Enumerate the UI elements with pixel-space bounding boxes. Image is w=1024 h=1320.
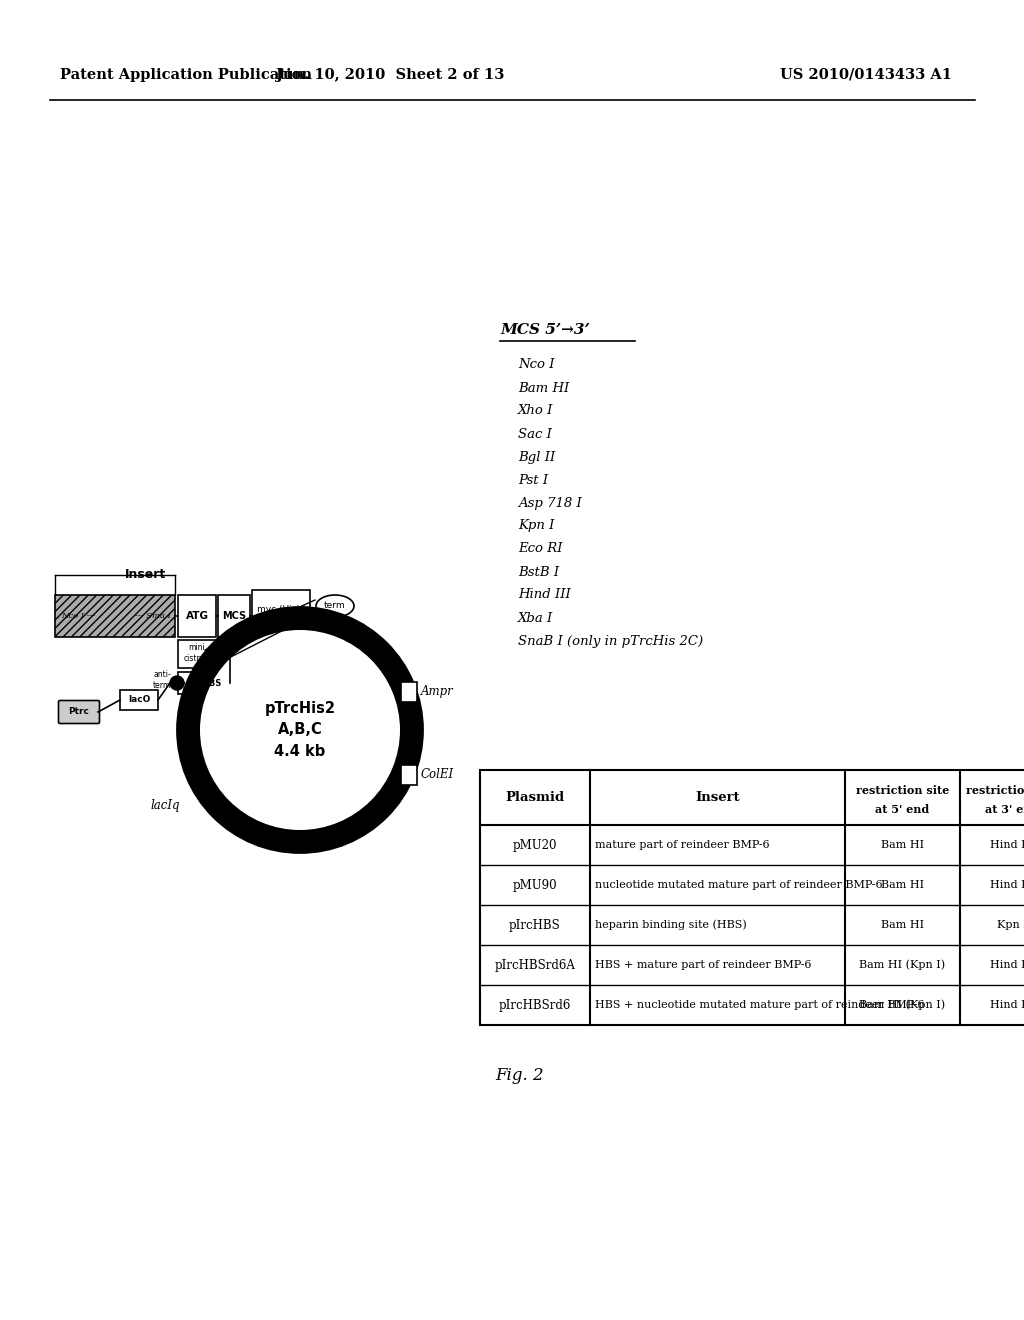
Text: Ptrc: Ptrc [69, 708, 89, 717]
Bar [120, 690, 158, 710]
Text: HBS + mature part of reindeer BMP-6: HBS + mature part of reindeer BMP-6 [595, 960, 811, 970]
Text: Xho I: Xho I [518, 404, 553, 417]
Text: lacIq: lacIq [151, 799, 180, 812]
Bar [55, 595, 175, 638]
Text: Eco RI: Eco RI [518, 543, 562, 556]
Text: MCS: MCS [222, 611, 246, 620]
Text: restriction site: restriction site [856, 785, 949, 796]
Text: Bam HI (Kpn I): Bam HI (Kpn I) [859, 999, 945, 1010]
Text: restriction site: restriction site [966, 785, 1024, 796]
Text: Hind III: Hind III [990, 880, 1024, 890]
Text: term: term [325, 602, 346, 610]
Text: Xba I: Xba I [518, 611, 553, 624]
Text: Bam HI (Kpn I): Bam HI (Kpn I) [859, 960, 945, 970]
Text: HBS + nucleotide mutated mature part of reindeer BMP-6: HBS + nucleotide mutated mature part of … [595, 1001, 925, 1010]
Text: BstB I: BstB I [518, 565, 559, 578]
Text: US 2010/0143433 A1: US 2010/0143433 A1 [780, 69, 952, 82]
Bar [480, 770, 1024, 1026]
Text: Ampr: Ampr [421, 685, 454, 698]
Text: mini
cistron: mini cistron [184, 643, 210, 663]
Text: mature part of reindeer BMP-6: mature part of reindeer BMP-6 [595, 840, 770, 850]
Text: Patent Application Publication: Patent Application Publication [60, 69, 312, 82]
Text: pMU20: pMU20 [513, 838, 557, 851]
Bar [218, 595, 250, 638]
Bar [401, 682, 417, 702]
Bar [252, 590, 310, 628]
Text: lacO: lacO [128, 696, 151, 705]
Text: pTrcHis2
A,B,C
4.4 kb: pTrcHis2 A,B,C 4.4 kb [264, 701, 336, 759]
Text: ATG: ATG [185, 611, 209, 620]
Text: Nco I: Nco I [518, 359, 555, 371]
Ellipse shape [316, 595, 354, 616]
Bar [401, 766, 417, 785]
Text: Kpn I: Kpn I [997, 920, 1024, 931]
Text: pIrcHBSrd6: pIrcHBSrd6 [499, 998, 571, 1011]
Text: Hind III: Hind III [990, 840, 1024, 850]
Text: Bam HI: Bam HI [881, 920, 924, 931]
Text: MCS 5’→3’: MCS 5’→3’ [500, 323, 590, 337]
Text: Bgl II: Bgl II [518, 450, 555, 463]
Bar [178, 640, 216, 668]
Text: e10RBS: e10RBS [186, 678, 222, 688]
Text: --- Sma I: --- Sma I [135, 612, 171, 620]
Text: Nco I ---: Nco I --- [61, 612, 95, 620]
Text: Insert: Insert [695, 791, 739, 804]
Text: Hind III: Hind III [518, 589, 570, 602]
Text: Hind III: Hind III [990, 960, 1024, 970]
Text: ColEI: ColEI [421, 768, 454, 781]
Text: Pst I: Pst I [518, 474, 548, 487]
Text: Kpn I: Kpn I [518, 520, 554, 532]
FancyBboxPatch shape [58, 701, 99, 723]
Text: pMU90: pMU90 [513, 879, 557, 891]
Text: Plasmid: Plasmid [506, 791, 564, 804]
Text: pIrcHBSrd6A: pIrcHBSrd6A [495, 958, 575, 972]
Text: anti-
term: anti- term [153, 671, 171, 689]
Text: Bam HI: Bam HI [881, 880, 924, 890]
Text: SnaB I (only in pTrcHis 2C): SnaB I (only in pTrcHis 2C) [518, 635, 703, 648]
Text: Asp 718 I: Asp 718 I [518, 496, 582, 510]
Text: Jun. 10, 2010  Sheet 2 of 13: Jun. 10, 2010 Sheet 2 of 13 [275, 69, 504, 82]
Text: nucleotide mutated mature part of reindeer BMP-6: nucleotide mutated mature part of reinde… [595, 880, 883, 890]
Text: myc (His)6: myc (His)6 [257, 605, 305, 614]
Text: at 5' end: at 5' end [876, 804, 930, 814]
Text: Sac I: Sac I [518, 428, 552, 441]
Text: Fig. 2: Fig. 2 [495, 1067, 544, 1084]
Circle shape [170, 676, 184, 690]
Text: Hind III: Hind III [990, 1001, 1024, 1010]
Text: heparin binding site (HBS): heparin binding site (HBS) [595, 920, 746, 931]
Circle shape [200, 630, 400, 830]
Text: pIrcHBS: pIrcHBS [509, 919, 561, 932]
Bar [178, 672, 230, 694]
Text: Bam HI: Bam HI [881, 840, 924, 850]
Text: at 3' end: at 3' end [985, 804, 1024, 814]
Text: Bam HI: Bam HI [518, 381, 569, 395]
Text: Insert: Insert [124, 569, 166, 582]
Bar [178, 595, 216, 638]
